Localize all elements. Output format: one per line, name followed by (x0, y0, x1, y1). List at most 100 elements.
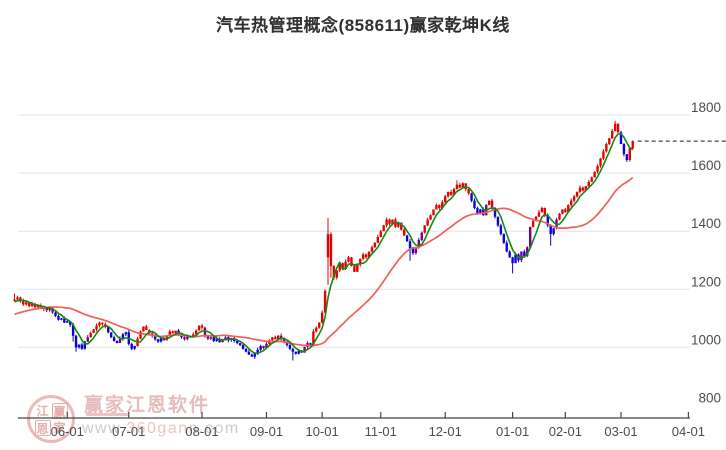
candle-body (444, 196, 447, 203)
candle-body (101, 322, 104, 325)
ma-slow-line (14, 176, 634, 347)
candle-body (212, 337, 215, 342)
candle-body (206, 335, 210, 339)
candle-body (156, 339, 160, 342)
x-axis-label: 08-01 (185, 424, 218, 439)
candle-body (60, 318, 63, 320)
candle-body (63, 318, 66, 323)
candle-body (467, 189, 470, 194)
candle-body (625, 154, 629, 161)
candle-body (241, 345, 245, 349)
x-axis-label: 02-01 (549, 424, 582, 439)
candle-body (429, 215, 432, 220)
candle-body (168, 331, 171, 336)
candle-body (347, 257, 350, 262)
y-axis-label: 800 (698, 391, 721, 406)
x-axis-label: 07-01 (112, 424, 145, 439)
candle-body (605, 144, 608, 152)
candle-body (584, 186, 588, 191)
watermark-brand-text: 赢家江恩软件 (84, 395, 211, 416)
candle-body (145, 326, 148, 330)
candle-body (496, 216, 500, 226)
x-axis: 06-01 07-01 08-01 09-01 10-01 11-01 12-01 01-01… (18, 412, 705, 439)
candle-body (221, 339, 224, 343)
candle-body (587, 181, 590, 187)
candle-body (294, 351, 297, 354)
candle-body (508, 251, 511, 258)
candle-body (277, 335, 280, 340)
candle-body (312, 331, 315, 346)
candle-body (570, 200, 573, 206)
candle-body (107, 327, 110, 333)
candle-body (171, 331, 174, 334)
candle-body (572, 196, 576, 201)
x-axis-label: 06-01 (51, 424, 84, 439)
candle-body (68, 321, 72, 325)
candle-body (631, 141, 634, 149)
candle-body (89, 332, 92, 338)
candle-body (200, 325, 204, 328)
x-axis-label: 01-01 (496, 424, 529, 439)
candle-body (397, 222, 400, 227)
candle-body (142, 326, 145, 332)
candle-body (364, 254, 368, 258)
candle-body (408, 241, 412, 249)
candle-body (66, 321, 69, 323)
candle-body (619, 132, 623, 145)
candle-body (470, 193, 473, 201)
candle-body (359, 258, 362, 265)
candle-body (25, 302, 28, 305)
candle-body (373, 242, 377, 248)
candle-body (303, 346, 306, 353)
candle-body (432, 209, 435, 216)
candle-body (209, 337, 213, 339)
candle-body (567, 205, 570, 213)
candle-body (581, 187, 585, 191)
y-axis-label: 1800 (691, 100, 721, 115)
candle-body (499, 225, 503, 235)
candle-body (30, 303, 34, 307)
candle-body (370, 247, 374, 252)
watermark-logo-char: 江 (36, 403, 49, 418)
candle-body (309, 343, 312, 346)
candle-body (561, 209, 564, 214)
candle-body (564, 209, 567, 213)
candle-body (133, 345, 136, 349)
candle-body (549, 225, 552, 235)
candle-body (350, 257, 353, 267)
candle-body (376, 237, 380, 243)
watermark-url-www: www. (82, 420, 127, 437)
candle-body (356, 264, 359, 272)
candle-body (490, 200, 494, 208)
candle-body (83, 341, 87, 349)
candle-body (153, 335, 157, 340)
candle-body (382, 225, 385, 232)
candle-body (27, 302, 31, 307)
candle-body (165, 335, 169, 341)
watermark-url-text: www.360gann.com (82, 420, 240, 438)
candle-body (400, 222, 403, 230)
candle-body (523, 251, 526, 256)
candle-body (203, 327, 207, 336)
candle-body (405, 235, 409, 242)
watermark-url-com: .com (199, 420, 240, 437)
candle-body (274, 337, 277, 340)
candle-body (86, 337, 89, 342)
candle-body (48, 308, 51, 311)
candle-body (118, 338, 122, 344)
candle-body (514, 254, 517, 264)
candle-body (253, 353, 256, 357)
candle-body (192, 334, 195, 338)
candle-body (423, 225, 426, 233)
candle-body (341, 263, 344, 269)
candle-body (77, 344, 81, 348)
candle-body (596, 165, 599, 172)
candle-body (487, 200, 491, 206)
candle-body (546, 215, 549, 226)
candle-body (271, 337, 274, 341)
candle-body (130, 343, 133, 349)
x-axis-label: 09-01 (250, 424, 283, 439)
candle-body (74, 335, 78, 348)
